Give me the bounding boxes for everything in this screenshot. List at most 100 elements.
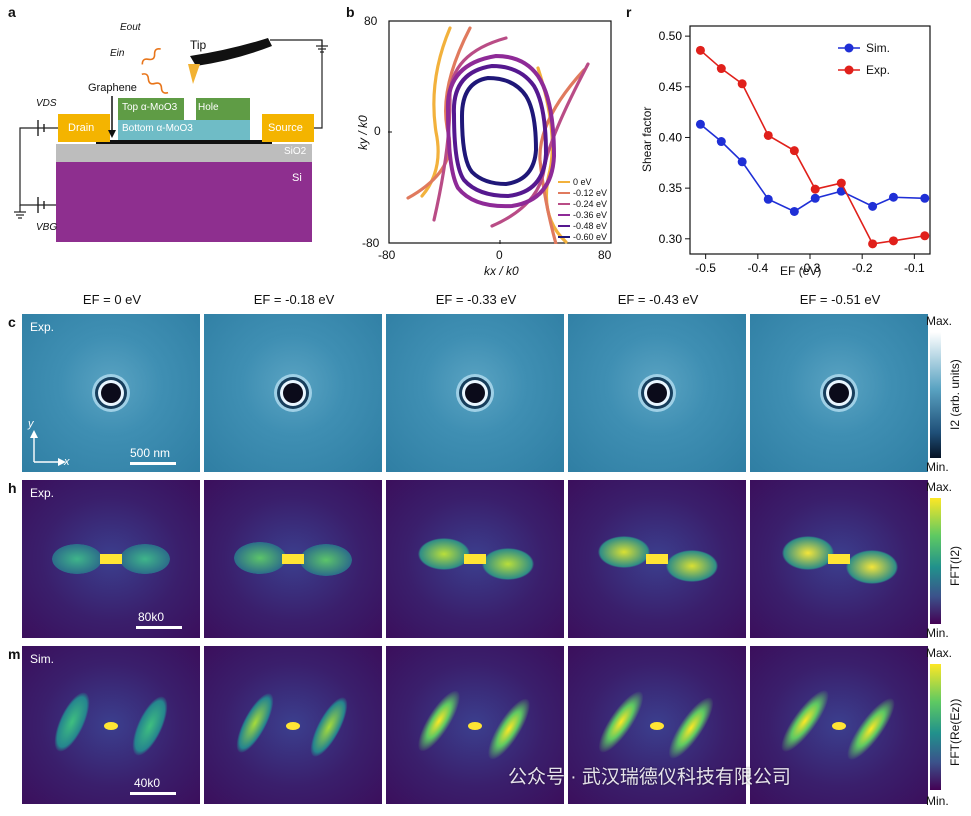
iso-legend-label: -0.24 eV [573, 198, 608, 209]
data-point-sim [789, 206, 799, 216]
data-point-sim [763, 194, 773, 204]
iso-xlabel: kx / k0 [484, 264, 519, 278]
scale-bar-exp [130, 462, 176, 465]
iso-legend-item: -0.12 eV [558, 187, 614, 198]
x-tick-label: -0.4 [747, 261, 768, 275]
series-line-exp [699, 49, 925, 245]
colorbar-sim-min: Min. [926, 794, 949, 808]
panel-label-c: c [8, 314, 16, 330]
colorbar-fft-max: Max. [926, 480, 953, 494]
hole-feature [647, 383, 667, 403]
x-tick-label: -0.5 [695, 261, 716, 275]
hole-feature [465, 383, 485, 403]
tip-icon [190, 38, 272, 66]
colorbar-sim [930, 664, 941, 790]
bottom-moo3-label: Bottom α-MoO3 [122, 123, 193, 134]
data-point-sim [920, 193, 930, 203]
y-tick-label: 0.50 [659, 29, 683, 43]
panel-label-b: b [346, 4, 355, 20]
data-point-sim [868, 201, 878, 211]
fft-exp-image-l [750, 480, 928, 638]
nearfield-image-e [386, 314, 564, 472]
device-schematic [14, 38, 328, 242]
ground-symbol-bottom-icon [14, 205, 26, 219]
data-point-exp [836, 178, 846, 188]
column-title-3: EF = -0.33 eV [435, 292, 517, 307]
center-peak [282, 554, 304, 564]
nearfield-image-g [750, 314, 928, 472]
center-peak [100, 554, 122, 564]
x-tick-label: -0.2 [852, 261, 873, 275]
iso-legend-swatch [558, 180, 570, 183]
fft-exp-image-h: Exp. 80k0 [22, 480, 200, 638]
iso-legend-label: -0.36 eV [573, 209, 608, 220]
iso-legend-label: -0.60 eV [573, 231, 608, 242]
x-tick-label: -0.3 [800, 261, 821, 275]
iso-legend-item: -0.24 eV [558, 198, 614, 209]
scale-bar-sim [130, 792, 176, 795]
panel-label-a: a [8, 4, 16, 20]
iso-legend-swatch [558, 191, 570, 194]
center-peak [646, 554, 668, 564]
shear-ylabel: Shear factor [640, 106, 654, 172]
colorbar-fft-min: Min. [926, 626, 949, 640]
iso-legend-label: -0.12 eV [573, 187, 608, 198]
axis-arrows-icon [30, 430, 66, 466]
sim-image-q [750, 646, 928, 804]
exp-tag: Exp. [30, 320, 55, 334]
y-tick-label: 0.40 [659, 130, 683, 144]
fft-tag: Exp. [30, 486, 55, 500]
fft-exp-image-j [386, 480, 564, 638]
vds-label: VDS [36, 98, 57, 109]
sim-image-m: Sim. 40k0 [22, 646, 200, 804]
iso-plot [388, 20, 612, 244]
center-peak [468, 722, 482, 730]
top-moo3 [118, 98, 184, 120]
iso-legend-item: -0.60 eV [558, 231, 614, 242]
shear-xlabel: EF (eV) [780, 264, 822, 278]
iso-ylabel: ky / k0 [356, 115, 370, 150]
column-title-2: EF = -0.18 eV [253, 292, 335, 307]
colorbar-fft-label: FFT(I2) [948, 546, 962, 586]
y-tick-label: 0.30 [659, 232, 683, 246]
legend-marker-exp [844, 65, 854, 75]
panel-label-m: m [8, 646, 21, 662]
series-line-sim [699, 123, 925, 213]
drain-label: Drain [68, 122, 95, 134]
shear-chart: 0.50 0.45 0.40 0.35 0.30 -0.5 -0.4 -0.3 -0.2 -0.1 [659, 25, 931, 275]
scale-bar-fft [136, 626, 182, 629]
vbg-label: VBG [36, 222, 58, 233]
data-point-sim [695, 119, 705, 129]
iso-xtick-mid: 0 [496, 248, 503, 262]
scale-label-fft: 80k0 [138, 610, 165, 624]
column-title-5: EF = -0.51 eV [799, 292, 881, 307]
nearfield-image-d [204, 314, 382, 472]
iso-legend-swatch [558, 235, 570, 238]
iso-contour-5 [459, 75, 539, 187]
e-in-wave-icon [141, 73, 169, 94]
iso-xtick-right: 80 [598, 248, 612, 262]
y-tick-label: 0.35 [659, 181, 683, 195]
graphene-sheet [96, 140, 272, 144]
graphene-arrow-icon [108, 130, 116, 138]
tip-apex-icon [188, 64, 200, 84]
legend-exp-label: Exp. [866, 63, 891, 77]
graphene-label: Graphene [88, 82, 137, 94]
hole-feature [101, 383, 121, 403]
colorbar-sim-label: FFT(Re(Ez)) [948, 698, 962, 766]
sio2-label: SiO2 [284, 146, 307, 157]
data-point-sim [716, 137, 726, 147]
panel-label-h: h [8, 480, 17, 496]
nearfield-image-f [568, 314, 746, 472]
source-label: Source [268, 122, 303, 134]
iso-curves [406, 26, 590, 244]
data-point-exp [763, 130, 773, 140]
column-title-4: EF = -0.43 eV [617, 292, 699, 307]
iso-legend-swatch [558, 202, 570, 205]
fft-exp-image-k [568, 480, 746, 638]
iso-legend-swatch [558, 213, 570, 216]
axis-x-label: x [64, 456, 70, 468]
drain-electrode [58, 114, 110, 142]
legend-sim-label: Sim. [866, 41, 890, 55]
e-in-label: Ein [110, 48, 125, 59]
